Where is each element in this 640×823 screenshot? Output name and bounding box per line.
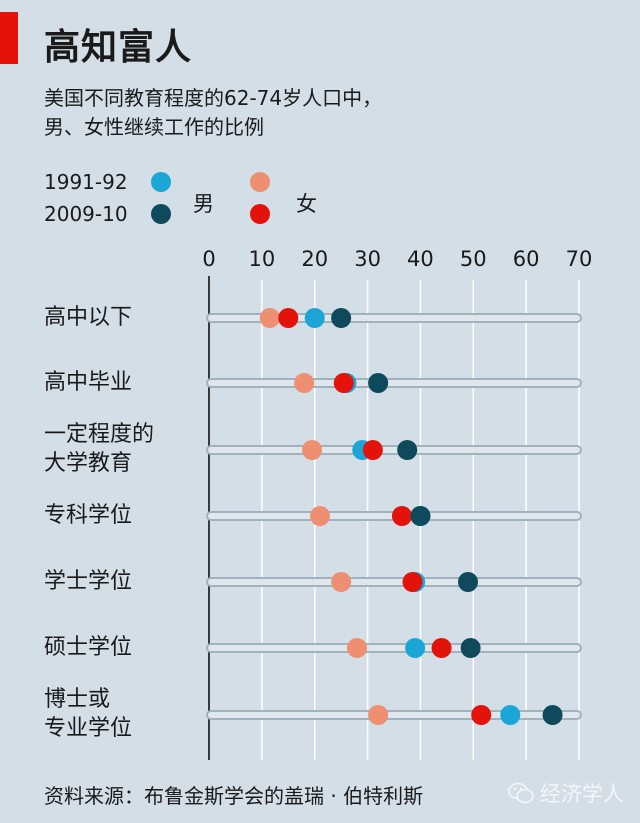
dot-male_1991-0 [304,308,325,328]
dot-female_2009-4 [402,572,423,592]
legend-dot-male-2009 [151,204,171,224]
row-bar-2 [206,445,582,455]
row-bar-5 [206,643,582,653]
x-tick-label-20: 20 [301,247,328,271]
x-tick-label-50: 50 [460,247,487,271]
dot-female_2009-0 [278,308,299,328]
x-tick-label-30: 30 [354,247,381,271]
wechat-icon [508,782,534,804]
row-label-6-0: 博士或 [44,687,111,712]
chart-subtitle: 美国不同教育程度的62-74岁人口中， 男、女性继续工作的比例 [44,84,604,142]
legend-dot-female-1991 [250,172,270,192]
row-label-1-0: 高中毕业 [44,369,133,395]
dot-female_1991-2 [302,440,323,460]
dot-male_1991-5 [405,638,426,658]
watermark-text: 经济学人 [540,782,624,806]
dot-male_2009-5 [460,638,481,658]
dot-male_1991-6 [500,705,521,725]
dot-female_1991-0 [259,308,280,328]
dot-female_1991-5 [347,638,367,658]
row-label-0-0: 高中以下 [44,304,133,330]
legend-female-label: 女 [296,192,317,216]
dot-female_2009-6 [471,705,492,725]
subtitle-line-2: 男、女性继续工作的比例 [44,115,264,139]
dot-female_2009-1 [333,373,354,393]
brand-flag [0,12,18,64]
row-label-3-0: 专科学位 [44,502,133,528]
legend-year-2009: 2009-10 [44,202,128,226]
source-note: 资料来源：布鲁金斯学会的盖瑞 · 伯特利斯 [44,784,424,808]
watermark: 经济学人 [508,778,624,808]
row-label-2-1: 大学教育 [44,451,133,476]
row-label-2-0: 一定程度的 [44,422,155,447]
x-tick-label-0: 0 [202,247,215,271]
legend-dot-female-2009 [250,204,270,224]
chart-title: 高知富人 [44,27,193,68]
dot-male_2009-1 [368,373,389,393]
x-tick-label-70: 70 [566,247,593,271]
dot-male_2009-2 [397,440,418,460]
dot-female_1991-3 [310,506,330,526]
dot-female_2009-3 [391,506,412,526]
dot-female_1991-1 [294,373,315,393]
dot-female_1991-4 [331,572,352,592]
x-tick-label-40: 40 [407,247,434,271]
x-tick-label-10: 10 [248,247,275,271]
row-bar-6 [206,710,582,720]
dot-male_2009-4 [458,572,478,592]
dot-female_1991-6 [368,705,389,725]
dot-male_2009-0 [331,308,352,328]
legend-year-1991: 1991-92 [44,170,128,194]
row-bar-0 [206,313,582,323]
subtitle-line-1: 美国不同教育程度的62-74岁人口中， [44,86,383,110]
row-label-6-1: 专业学位 [44,716,133,741]
legend-male-label: 男 [193,192,214,216]
dot-female_2009-2 [362,440,383,460]
legend-dot-male-1991 [151,172,171,192]
row-label-5-0: 硕士学位 [44,634,133,660]
row-bar-1 [206,378,582,388]
row-bar-4 [206,577,582,587]
x-tick-label-60: 60 [513,247,540,271]
dot-female_2009-5 [431,638,452,658]
dot-male_2009-6 [542,705,563,725]
row-label-4-0: 学士学位 [44,568,133,594]
dot-male_2009-3 [410,506,431,526]
